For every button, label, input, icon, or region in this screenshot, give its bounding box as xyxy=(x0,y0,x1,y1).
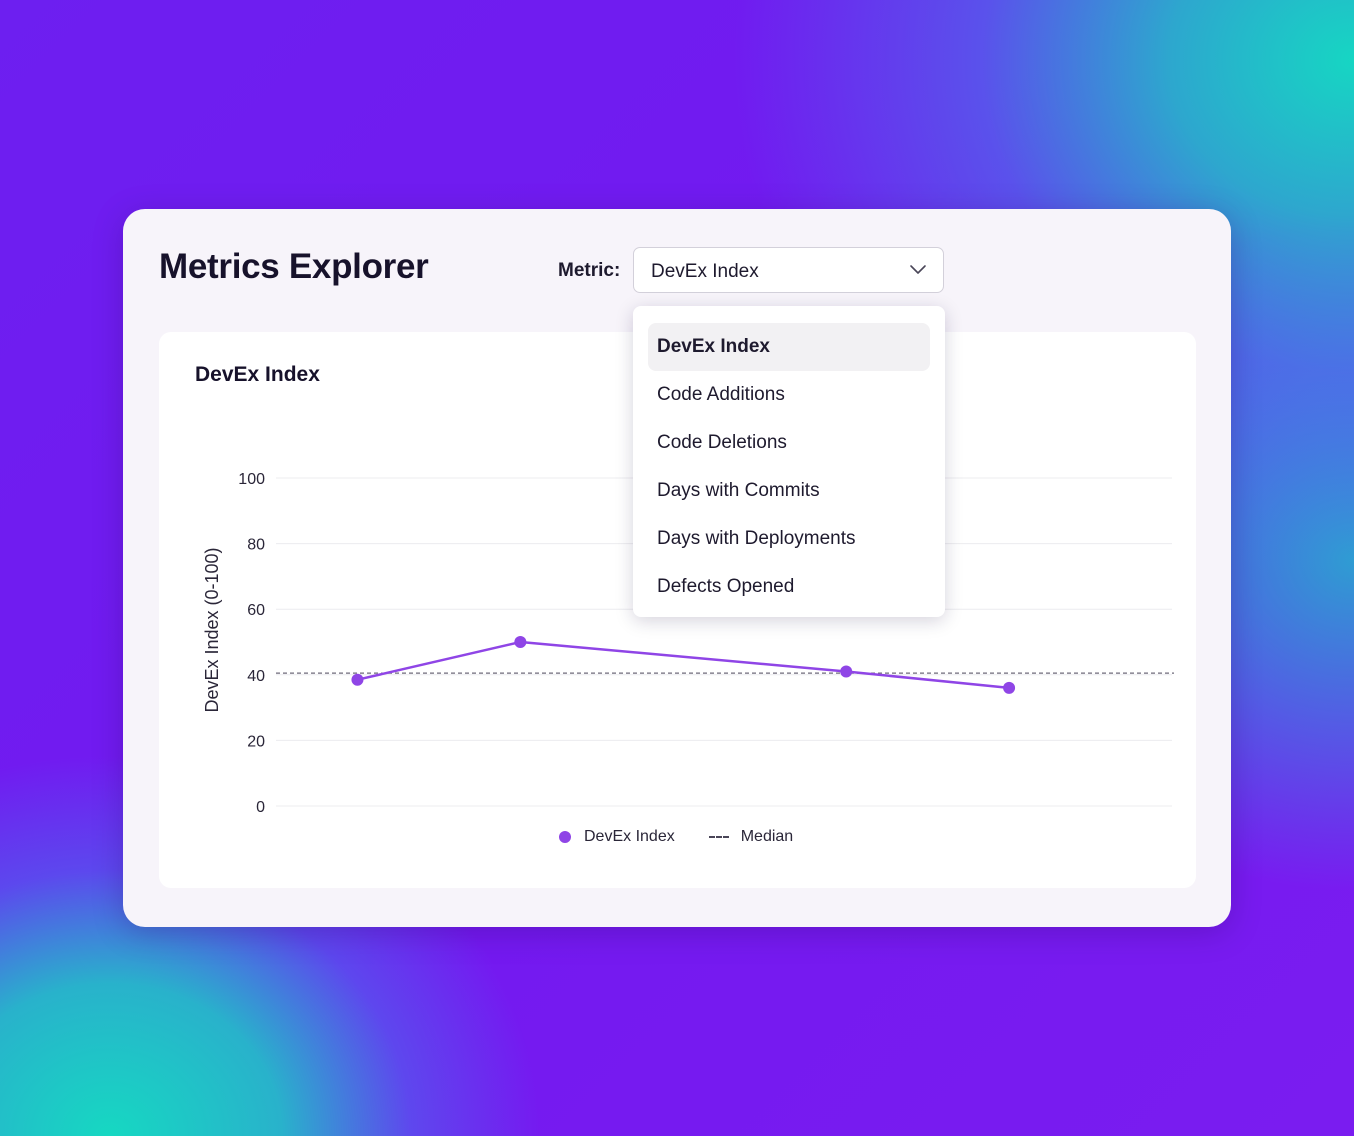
legend-median-label: Median xyxy=(740,828,794,845)
metric-dropdown-menu: DevEx Index Code Additions Code Deletion… xyxy=(633,306,945,617)
chart-legend: DevEx Index Median xyxy=(559,828,827,846)
y-tick-label: 100 xyxy=(238,471,265,488)
legend-dash-icon xyxy=(708,836,729,838)
data-point xyxy=(514,636,527,648)
legend-item-series[interactable]: DevEx Index xyxy=(559,828,675,846)
y-tick-label: 20 xyxy=(247,733,265,750)
chevron-down-icon xyxy=(910,265,926,274)
metric-select[interactable]: DevEx Index xyxy=(633,247,944,293)
y-axis-label: DevEx Index (0-100) xyxy=(202,547,222,712)
legend-dot-icon xyxy=(559,831,571,843)
y-tick-label: 80 xyxy=(247,537,265,554)
dropdown-item-days-with-commits[interactable]: Days with Commits xyxy=(657,480,820,501)
series-line xyxy=(357,640,1010,690)
dropdown-item-code-additions[interactable]: Code Additions xyxy=(657,384,785,405)
y-tick-label: 40 xyxy=(247,668,265,685)
y-tick-label: 60 xyxy=(247,602,265,619)
metric-label: Metric: xyxy=(558,260,621,281)
legend-series-label: DevEx Index xyxy=(584,828,675,845)
legend-item-median[interactable]: Median xyxy=(708,828,794,846)
dropdown-item-days-with-deployments[interactable]: Days with Deployments xyxy=(657,528,856,549)
metric-select-value: DevEx Index xyxy=(651,261,759,282)
dropdown-item-code-deletions[interactable]: Code Deletions xyxy=(657,432,787,453)
data-point xyxy=(840,665,853,678)
dropdown-item-devex-index[interactable]: DevEx Index xyxy=(648,323,930,371)
data-point xyxy=(1003,681,1016,694)
line-chart: 0 20 40 60 80 100 DevEx Index (0-100) xyxy=(202,471,1174,816)
chart-title: DevEx Index xyxy=(195,363,320,386)
dropdown-item-defects-opened[interactable]: Defects Opened xyxy=(657,576,795,597)
data-point xyxy=(351,673,364,686)
y-tick-label: 0 xyxy=(256,799,265,816)
page-title: Metrics Explorer xyxy=(159,247,429,286)
